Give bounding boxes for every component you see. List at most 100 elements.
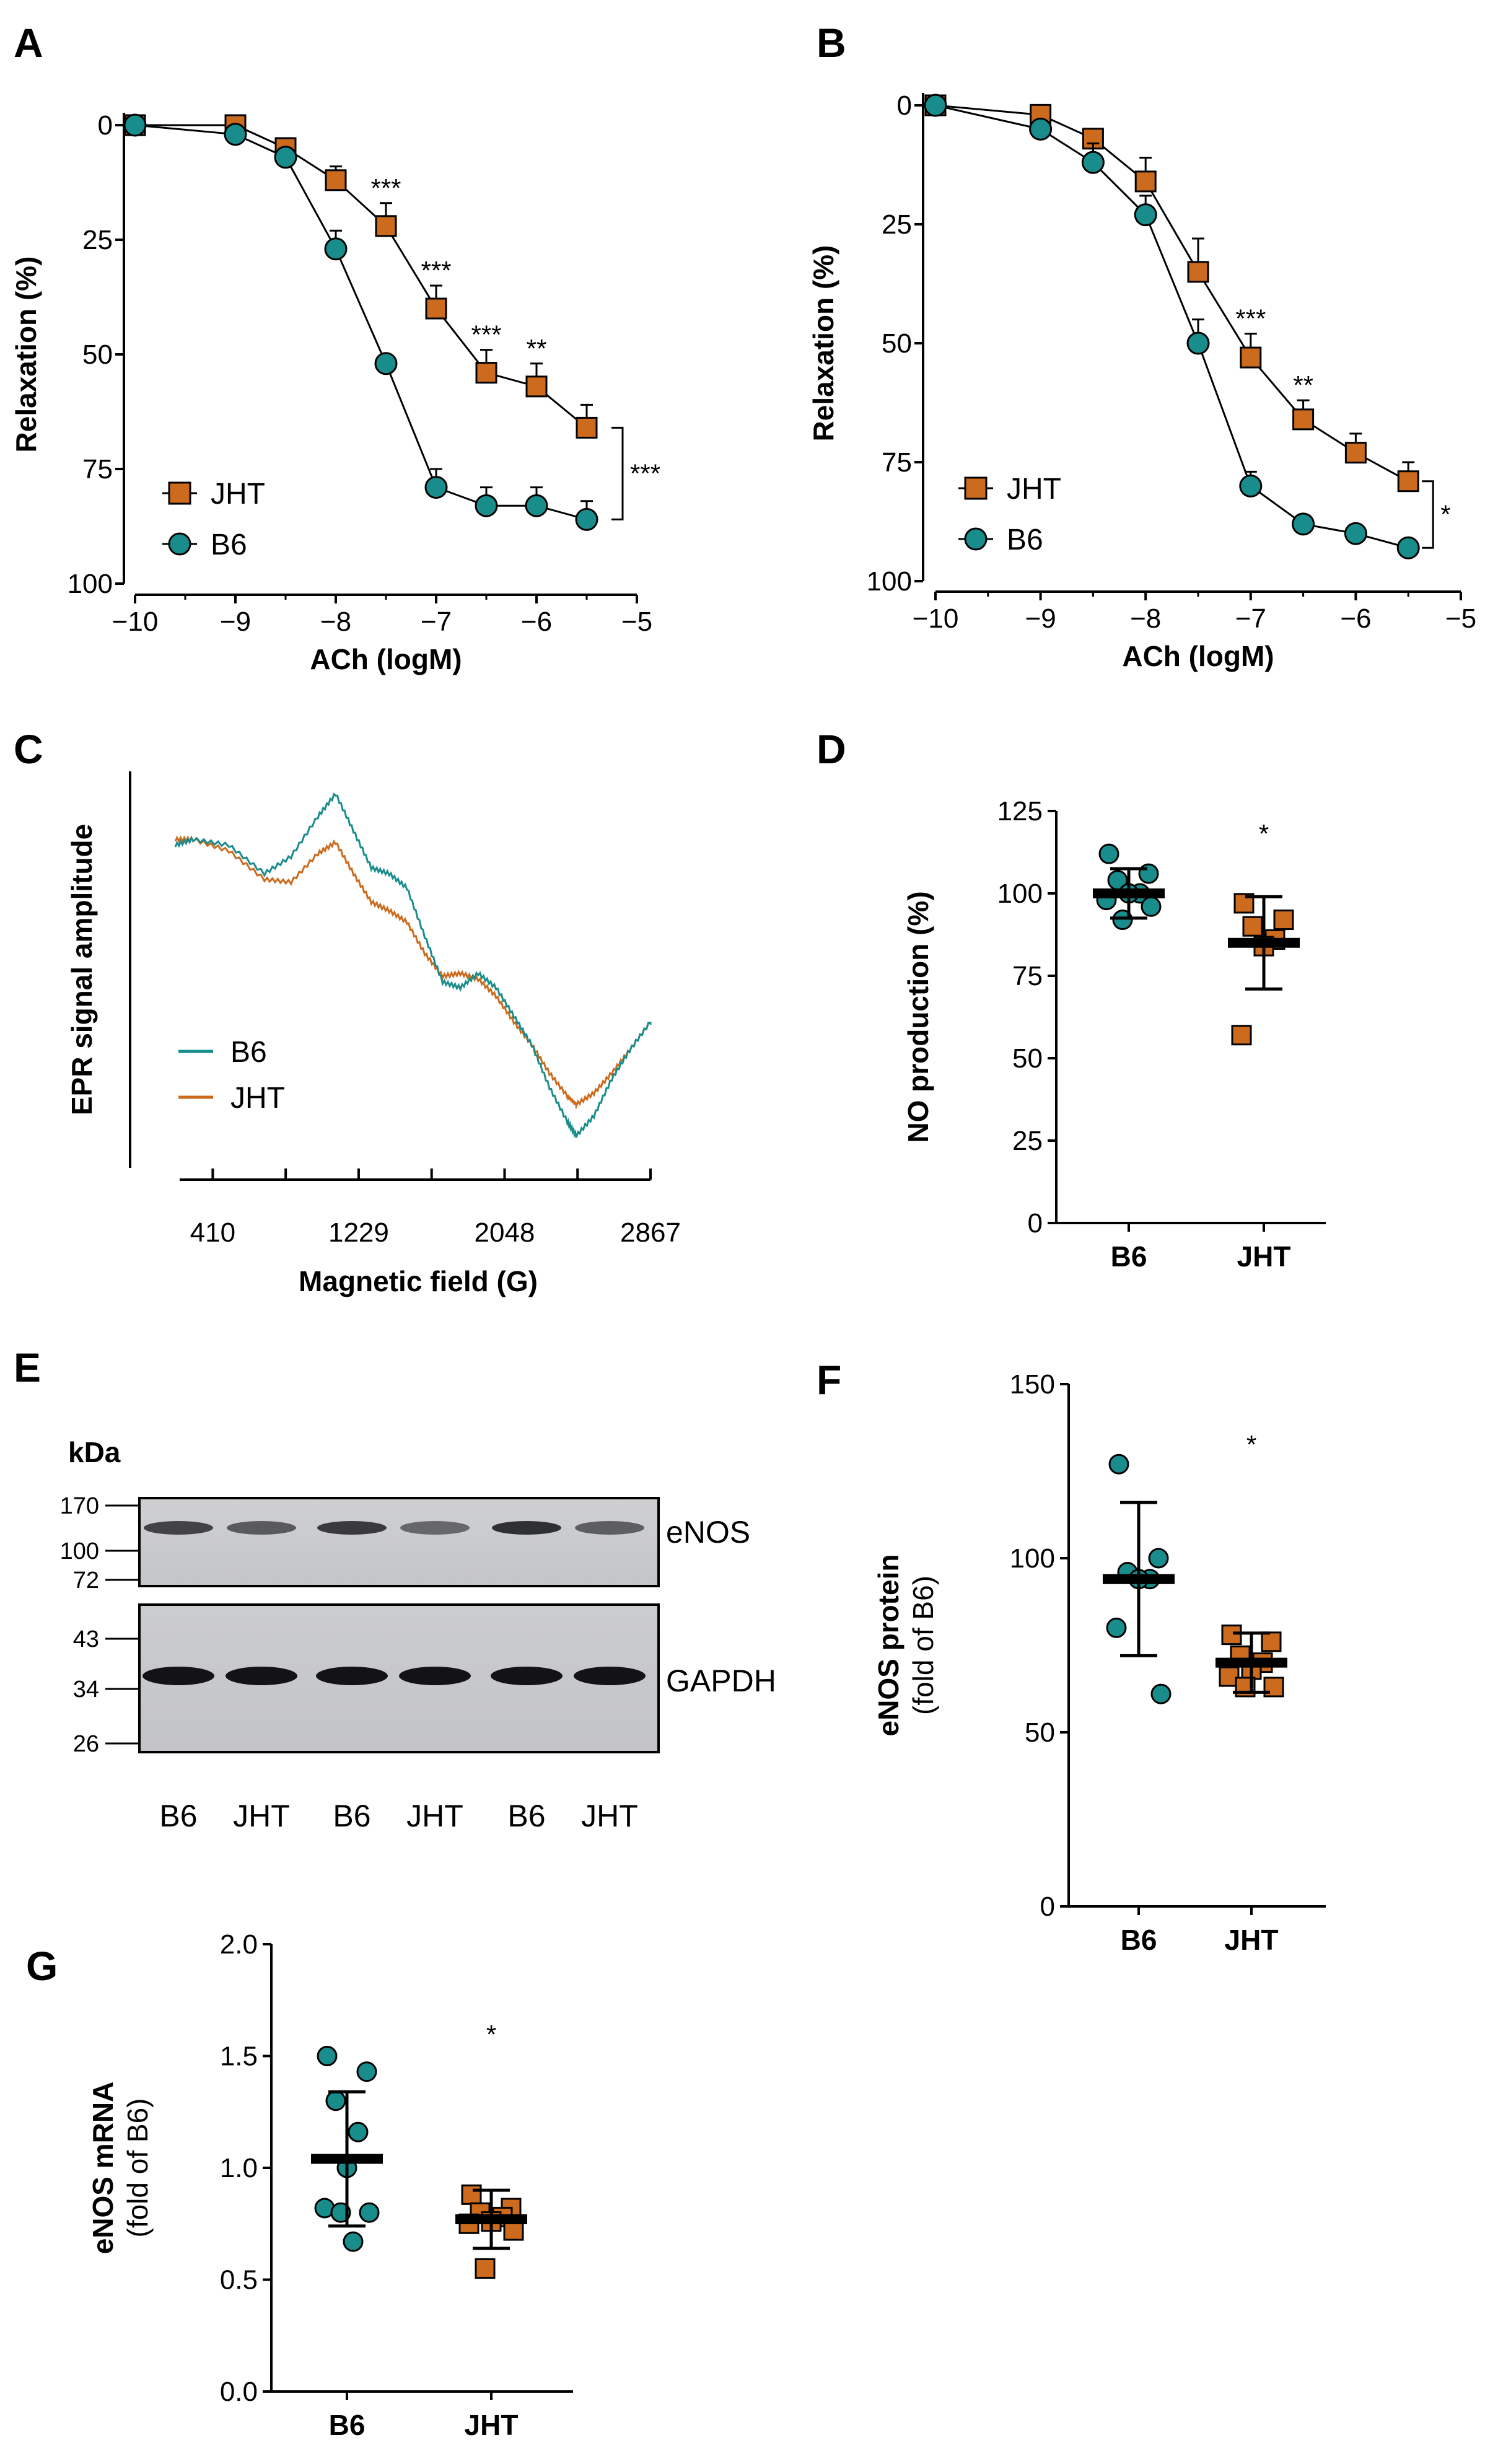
significance-label: *: [1259, 819, 1269, 848]
y-tick-label: 50: [882, 328, 912, 359]
data-point-jht: [1082, 128, 1104, 150]
data-point-b6: [359, 2202, 380, 2223]
data-point-b6: [1106, 1617, 1127, 1638]
data-point-b6: [1186, 331, 1210, 355]
data-point-b6: [123, 113, 147, 137]
band-enos: [317, 1521, 387, 1535]
chart-panel-a: 0 25 50 75 100 −10 −9 −8 −7 −6 −5 ACh (logM) Relaxat…: [10, 110, 660, 675]
band-label-enos: eNOS: [666, 1515, 750, 1550]
y-tick-label: 75: [1012, 961, 1043, 991]
band-gapdh: [574, 1667, 646, 1685]
x-tick-label: −8: [320, 607, 351, 637]
data-point-b6: [1344, 522, 1367, 545]
band-enos: [575, 1521, 644, 1535]
y-tick-label: 0: [1028, 1208, 1043, 1239]
data-point-b6: [924, 94, 947, 117]
y-tick-label: 0: [1040, 1892, 1055, 1922]
panel-label-b: B: [817, 20, 846, 66]
x-tick-label: 410: [190, 1217, 235, 1248]
data-point-b6: [1396, 536, 1420, 559]
data-point-jht: [475, 362, 497, 384]
y-tick-label: 50: [1012, 1043, 1043, 1074]
x-tick-label: −5: [621, 607, 652, 637]
data-point-jht: [1240, 346, 1262, 369]
significance-label: *: [1246, 1430, 1256, 1459]
blot-bands: [142, 1521, 646, 1685]
spectrum-line-jht: [174, 835, 652, 1110]
y-axis-title: Relaxation (%): [807, 245, 839, 442]
x-tick-label: −9: [1025, 603, 1056, 634]
data-point-b6: [475, 494, 498, 517]
panel-label-f: F: [817, 1357, 841, 1403]
legend-label-b6: B6: [1007, 524, 1043, 556]
y-axis-title: eNOS mRNA: [87, 2082, 119, 2255]
data-point-jht: [1344, 442, 1367, 464]
x-tick-label: B6: [329, 2409, 366, 2441]
band-gapdh: [142, 1667, 214, 1685]
legend-marker-jht: [964, 476, 988, 500]
y-tick-label: 25: [882, 209, 912, 240]
data-point-jht: [325, 169, 347, 191]
y-tick-label: 150: [1010, 1369, 1055, 1400]
significance-label: ***: [421, 256, 451, 285]
band-gapdh: [226, 1667, 297, 1685]
data-point-jht: [1233, 893, 1255, 914]
data-point-jht: [1187, 261, 1209, 283]
data-point-jht: [425, 297, 447, 320]
x-tick-label: JHT: [1237, 1240, 1291, 1273]
y-tick-label: 2.0: [220, 1929, 258, 1960]
blot-unit-label: kDa: [68, 1436, 121, 1468]
x-tick-label: 1229: [328, 1217, 389, 1248]
bracket-label: ***: [630, 458, 660, 488]
data-point-b6: [324, 237, 348, 261]
chart-panel-f: 0 50 100 150 B6 JHT eNOS protein (fold of B6) *: [872, 1369, 1326, 1956]
data-point-b6: [374, 352, 398, 375]
data-point-b6: [1081, 151, 1105, 174]
significance-label: **: [527, 334, 547, 363]
data-point-jht: [1292, 408, 1315, 431]
series-line-jht: [135, 124, 587, 429]
legend-label-jht: JHT: [211, 478, 265, 511]
legend-label-b6: B6: [211, 528, 247, 561]
y-tick-label: 100: [1010, 1543, 1055, 1574]
y-tick-label: 0: [98, 110, 113, 141]
series-line-b6: [134, 124, 587, 520]
data-point-b6: [317, 2046, 338, 2066]
lane-label-2: JHT: [233, 1799, 290, 1833]
y-tick-label: 100: [997, 879, 1043, 909]
panel-label-c: C: [14, 726, 43, 772]
series-line-jht: [935, 104, 1409, 483]
x-tick-label: JHT: [465, 2409, 519, 2441]
x-tick-label: −6: [521, 607, 552, 637]
band-enos: [227, 1521, 296, 1535]
data-point-jht: [1273, 910, 1294, 931]
band-enos: [492, 1521, 561, 1535]
data-point-b6: [575, 507, 598, 531]
lane-label-6: JHT: [581, 1799, 638, 1833]
x-tick-label: −6: [1340, 603, 1371, 634]
spectrum-line-b6: [174, 792, 652, 1139]
blot-membrane-gapdh: [138, 1603, 660, 1753]
y-tick-label: 125: [997, 796, 1043, 826]
data-point-b6: [1108, 1453, 1129, 1475]
x-tick-label: −9: [220, 607, 251, 637]
data-point-b6: [1239, 474, 1263, 498]
data-point-jht: [475, 2258, 496, 2279]
significance-label: ***: [1235, 304, 1266, 333]
data-point-jht: [375, 215, 397, 237]
data-point-jht: [503, 2220, 524, 2241]
data-point-jht: [1231, 1025, 1252, 1046]
y-axis-subtitle: (fold of B6): [121, 2098, 154, 2238]
legend-marker-jht: [168, 481, 191, 505]
lane-label-1: B6: [159, 1799, 197, 1833]
x-axis-title: ACh (logM): [310, 643, 462, 675]
x-tick-label: −7: [421, 607, 452, 637]
x-tick-label: −5: [1445, 603, 1476, 634]
blot-membrane-enos: [138, 1497, 660, 1587]
x-tick-label: B6: [1111, 1240, 1147, 1273]
x-tick-label: −10: [913, 603, 959, 634]
data-point-jht: [1134, 170, 1157, 193]
marker-label-170: 170: [60, 1493, 99, 1519]
data-point-jht: [461, 2184, 482, 2205]
